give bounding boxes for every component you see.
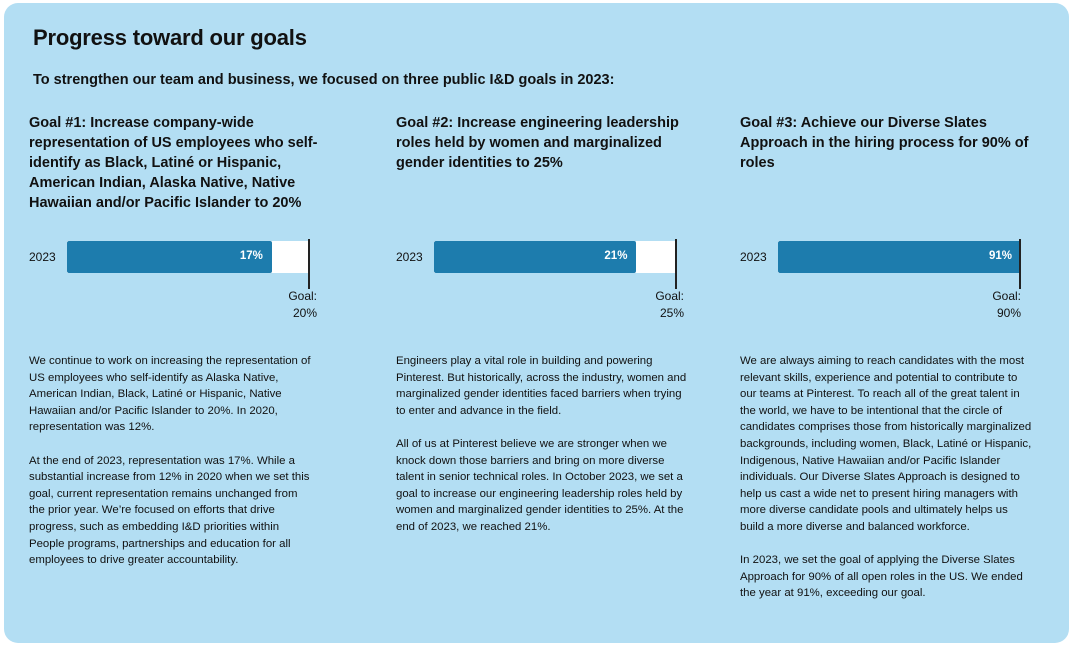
progress-track: 21% [434,241,675,273]
body-paragraph: All of us at Pinterest believe we are st… [396,437,684,533]
year-label: 2023 [396,250,423,264]
page-title: Progress toward our goals [33,25,307,50]
body-paragraph: We continue to work on increasing the re… [29,355,311,434]
year-label: 2023 [740,250,767,264]
progress-bar-row: 2023 17% [29,239,329,289]
progress-bar-row: 2023 21% [396,239,696,289]
progress-value-label: 17% [239,250,263,262]
goal-caption: Goal: 25% [655,288,684,322]
progress-track: 91% [778,241,1021,273]
goal-caption-value: 25% [659,306,684,320]
body-paragraph: In 2023, we set the goal of applying the… [740,554,1023,600]
progress-value-label: 91% [988,250,1012,262]
goal-heading: Goal #2: Increase engineering leadership… [396,115,679,171]
goal-caption-value: 20% [292,306,317,320]
progress-fill: 21% [434,241,637,273]
goal-body-text: Engineers play a vital role in building … [396,353,688,552]
body-paragraph: Engineers play a vital role in building … [396,355,687,417]
goal-heading: Goal #3: Achieve our Diverse Slates Appr… [740,115,1029,171]
goal-body-text: We are always aiming to reach candidates… [740,353,1032,619]
intro-text: To strengthen our team and business, we … [33,72,615,88]
year-label: 2023 [29,250,56,264]
goal-caption-value: 90% [996,306,1021,320]
goal-caption-label: Goal: [655,289,684,303]
progress-bar-row: 2023 91% [740,239,1040,289]
goal-caption: Goal: 90% [992,288,1021,322]
goal-caption: Goal: 20% [288,288,317,322]
body-paragraph: We are always aiming to reach candidates… [740,355,1032,533]
progress-fill: 17% [67,241,272,273]
progress-value-label: 21% [604,250,628,262]
goal-caption-label: Goal: [288,289,317,303]
progress-track: 17% [67,241,308,273]
goal-marker-line [1019,239,1021,289]
goal-caption-label: Goal: [992,289,1021,303]
goal-marker-line [308,239,310,289]
progress-fill: 91% [778,241,1021,273]
goal-heading: Goal #1: Increase company-wide represent… [29,115,318,211]
goals-panel: Progress toward our goals To strengthen … [4,3,1069,643]
goal-marker-line [675,239,677,289]
body-paragraph: At the end of 2023, representation was 1… [29,454,310,567]
goal-body-text: We continue to work on increasing the re… [29,353,314,585]
